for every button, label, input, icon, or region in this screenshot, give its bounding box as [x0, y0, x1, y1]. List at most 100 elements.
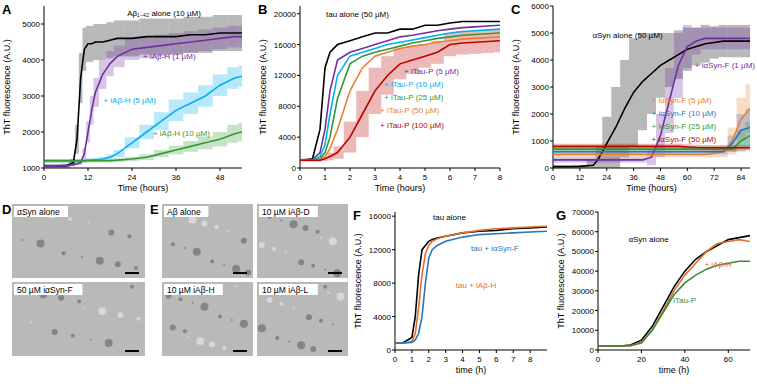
y-tick: [595, 212, 598, 213]
y-tick: [297, 44, 300, 45]
label-bg: [14, 206, 68, 217]
y-tick-label: 16000: [369, 212, 392, 221]
y-tick-label: 0: [292, 164, 297, 173]
series-line: [553, 128, 750, 152]
panel-label: B: [258, 2, 267, 17]
texture: [315, 230, 319, 234]
micrograph-image: [162, 204, 253, 278]
y-tick-label: 4000: [373, 313, 391, 322]
y-tick-label: 50000: [572, 247, 595, 256]
x-tick-label: 12: [84, 173, 93, 182]
micrograph: 10 µM iAβ-H: [162, 282, 253, 356]
y-tick: [595, 310, 598, 311]
x-axis: [44, 168, 242, 169]
chart-panel: G020406001000020000300004000050000600007…: [556, 208, 750, 375]
texture: [267, 297, 273, 303]
texture: [285, 251, 287, 253]
x-tick: [641, 350, 642, 353]
micrograph-label: 10 µM iAβ-H: [167, 285, 215, 295]
scale-bar: [125, 350, 139, 352]
texture: [90, 338, 92, 340]
series-line: [553, 136, 750, 150]
y-tick: [550, 33, 553, 34]
x-tick-label: 8: [498, 173, 503, 182]
y-tick-label: 3000: [22, 92, 40, 101]
micrograph-image: [257, 282, 348, 356]
y-tick: [550, 60, 553, 61]
series-line: [395, 226, 547, 343]
x-tick-label: 5: [423, 173, 428, 182]
series-label: tau + iAβ-H: [456, 281, 497, 290]
x-tick-label: 4: [398, 173, 403, 182]
x-tick: [530, 350, 531, 353]
texture: [115, 261, 121, 267]
texture: [62, 251, 66, 255]
y-tick-label: 5000: [531, 29, 549, 38]
texture: [275, 336, 279, 340]
x-tick: [728, 350, 729, 353]
label-bg: [164, 206, 208, 217]
texture: [58, 295, 64, 301]
y-tick-label: 5000: [22, 20, 40, 29]
texture: [108, 229, 114, 235]
series-label: Aβ₁₋₄₂ alone (10 µM): [127, 9, 201, 18]
chart-panel: B012345678040008000120001600020000Time (…: [258, 2, 503, 193]
x-tick: [445, 350, 446, 353]
y-tick-label: 20000: [572, 307, 595, 316]
x-tick: [479, 350, 480, 353]
texture: [189, 216, 197, 224]
x-tick-label: 0: [42, 173, 47, 182]
texture: [280, 302, 284, 306]
series-line: [395, 227, 547, 343]
y-tick: [41, 24, 44, 25]
x-tick: [220, 168, 221, 171]
texture: [223, 264, 225, 266]
x-tick: [660, 168, 661, 171]
series-label: + iAβ-H (1 µM): [143, 52, 196, 61]
x-tick: [325, 168, 326, 171]
micrograph-label: Aβ alone: [167, 207, 201, 217]
texture: [241, 238, 247, 244]
y-tick-label: 70000: [572, 208, 595, 217]
texture: [170, 325, 176, 331]
texture: [21, 239, 23, 241]
y-tick: [41, 168, 44, 169]
y-tick: [392, 216, 395, 217]
series-line: [395, 231, 547, 343]
x-tick-label: 48: [656, 173, 665, 182]
scale-bar: [328, 272, 342, 274]
x-tick: [375, 168, 376, 171]
y-tick: [297, 106, 300, 107]
texture: [98, 307, 106, 315]
chart-panel: A01224364810002000300040005000Time (hour…: [2, 2, 242, 193]
texture: [328, 292, 330, 294]
panel-label: A: [2, 2, 12, 17]
micrograph-label: 10 µM iAβ-D: [262, 207, 310, 217]
x-tick-label: 48: [216, 173, 225, 182]
x-tick-label: 36: [629, 173, 638, 182]
y-tick-label: 30000: [572, 287, 595, 296]
scale-bar: [233, 272, 247, 274]
x-axis: [598, 350, 750, 351]
micrograph-label: 50 µM iαSyn-F: [17, 285, 73, 295]
x-tick-label: 20: [637, 355, 646, 364]
x-tick: [425, 168, 426, 171]
x-tick-label: 84: [737, 173, 746, 182]
texture: [179, 297, 183, 301]
x-tick: [714, 168, 715, 171]
texture: [202, 221, 208, 227]
texture: [30, 321, 32, 323]
chart-panel: F0123456780400080001200016000time (h)ThT…: [353, 208, 547, 375]
series-label: + iAβ-H: [704, 260, 731, 269]
texture: [258, 324, 266, 332]
y-tick-label: 20000: [274, 10, 297, 19]
x-tick-label: 5: [477, 355, 482, 364]
texture: [323, 285, 327, 289]
texture: [218, 314, 222, 318]
series-line: [300, 29, 500, 160]
texture: [77, 300, 81, 304]
texture: [235, 285, 237, 287]
y-tick-label: 8000: [278, 102, 296, 111]
y-tick-label: 0: [590, 346, 595, 355]
y-tick: [297, 168, 300, 169]
